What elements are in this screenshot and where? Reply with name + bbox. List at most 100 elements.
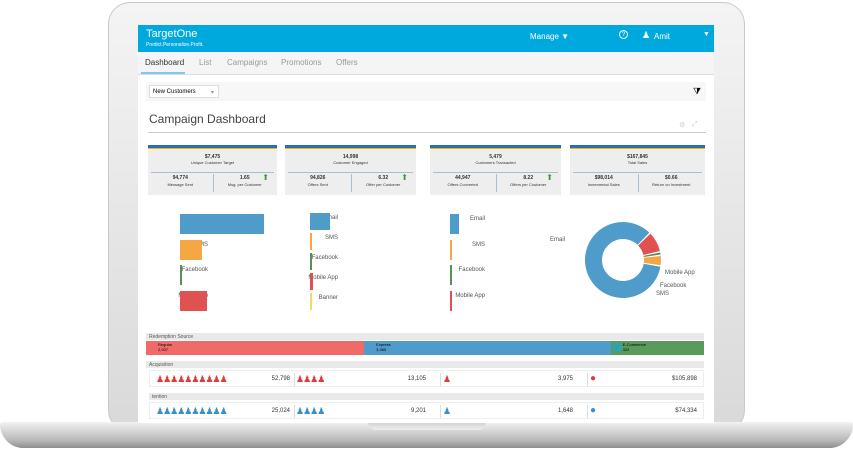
bar[interactable] [180, 265, 182, 285]
bar[interactable] [310, 273, 313, 290]
app-title: TargetOne [146, 28, 198, 40]
kpi-strip [148, 145, 277, 149]
kpi-left-label: Incremental Sales [587, 182, 620, 187]
bar[interactable] [450, 265, 452, 285]
kpi-left-value: 94,774 [172, 175, 188, 181]
bar[interactable] [450, 214, 459, 234]
bar[interactable] [180, 239, 202, 260]
metric-value: 52,798 [271, 376, 290, 382]
app-tagline: Predict.Personalize.Profit. [146, 42, 204, 48]
row-divider [294, 373, 295, 386]
retention-row: ♟♟♟♟♟♟♟♟♟♟ 25,024 ♟♟♟♟ 9,201 ♟ 1,648 ● $74,334 [149, 402, 704, 419]
tab-offers[interactable]: Offers [336, 58, 358, 67]
people-icon: ♟♟♟♟ [296, 406, 325, 416]
bar-label: Banner [318, 295, 338, 301]
kpi-card: 5,479 Customers Transacted 44,947 Offers Co… [430, 145, 561, 195]
active-tab-indicator [141, 72, 185, 74]
bar-label: Email [469, 216, 485, 222]
metric-value: 3,975 [557, 376, 573, 382]
kpi-left-label: Offers Converted [447, 182, 478, 187]
bar[interactable] [450, 239, 452, 260]
kpi-left-value: 94,826 [310, 175, 326, 181]
kpi-label: Unique Customer Target [190, 160, 235, 165]
metric-value: 13,105 [407, 376, 426, 382]
trend-up-arrow-icon: ⬆ [262, 173, 269, 182]
bar-label: Facebook [181, 267, 208, 273]
kpi-vdivider [350, 174, 352, 192]
tab-promotions[interactable]: Promotions [281, 58, 322, 67]
globe-icon: 🌐 [612, 343, 623, 352]
kpi-value: 5,479 [489, 154, 502, 160]
kpi-divider [288, 172, 413, 173]
user-name[interactable]: Amit [654, 32, 670, 41]
donut-label: Mobile App [665, 270, 695, 276]
bar[interactable] [310, 213, 330, 230]
nav-tabs: Dashboard List Campaigns Promotions Offe… [138, 52, 714, 75]
bar-label: Facebook [311, 255, 338, 261]
donut-slice[interactable] [643, 255, 661, 266]
kpi-vdivider [637, 174, 639, 192]
kpi-label: Total Sales [627, 160, 648, 165]
bar[interactable] [310, 233, 312, 250]
kpi-card: 14,998 Customer Engaged 94,826 Offers Sent 6… [285, 145, 416, 195]
laptop-notch [368, 422, 486, 430]
tab-list[interactable]: List [199, 58, 212, 67]
kpi-strip [285, 145, 416, 149]
donut-slice[interactable] [638, 233, 660, 256]
bar[interactable] [310, 293, 312, 310]
user-icon: ♟ [642, 30, 651, 40]
row-divider [440, 373, 441, 386]
manage-menu[interactable]: Manage ▼ [530, 32, 570, 41]
expand-icon[interactable]: ⤢ [692, 121, 698, 128]
people-icon: ♟ [443, 374, 451, 384]
redemption-bar: Regular 2,937 Express 3,365 🌐 E-Commerce 322 [146, 341, 704, 355]
money-bag-icon: ● [590, 405, 597, 416]
kpi-left-value: $98,014 [594, 175, 613, 181]
chevron-down-icon: ▾ [210, 90, 214, 96]
tab-dashboard[interactable]: Dashboard [145, 58, 185, 67]
kpi-divider [151, 172, 274, 173]
kpi-right-label: Return on Investment [652, 182, 691, 187]
row-divider [587, 405, 588, 418]
redemption-regular[interactable]: Regular 2,937 [146, 341, 365, 355]
kpi-strip [570, 145, 705, 149]
kpi-value: $167,845 [627, 154, 648, 160]
user-menu-chevron-icon[interactable]: ▼ [703, 31, 710, 38]
redemption-ecommerce[interactable]: 🌐 E-Commerce 322 [610, 341, 704, 355]
bar[interactable] [450, 290, 452, 311]
bar-label: SMS [471, 241, 485, 248]
kpi-right-label: Offer per Customer [366, 182, 401, 187]
donut-slice[interactable] [585, 222, 661, 298]
row-divider [294, 405, 295, 418]
retention-title: tention [149, 393, 704, 400]
metric-value: 9,201 [410, 408, 426, 414]
bar-label: Email [322, 215, 338, 221]
kpi-label: Customers Transacted [475, 160, 516, 165]
kpi-left-label: Offers Sent [307, 182, 328, 187]
segment-select[interactable]: New Customers ▾ [149, 85, 219, 98]
row-divider [587, 373, 588, 386]
kpi-right-label: Offers per Customer [510, 182, 547, 187]
kpi-right-value: $0.66 [664, 175, 678, 181]
people-icon: ♟♟♟♟♟♟♟♟♟♟ [156, 406, 228, 416]
filter-icon[interactable]: ⧩ [693, 86, 702, 96]
help-icon[interactable]: ? [619, 30, 628, 39]
bar[interactable] [180, 290, 207, 311]
bar[interactable] [180, 214, 264, 234]
bar[interactable] [310, 253, 312, 270]
redemption-express[interactable]: Express 3,365 [364, 341, 611, 355]
settings-icon[interactable]: ⚙ [679, 122, 686, 129]
filter-bar: New Customers ▾ ⧩ [146, 82, 706, 101]
people-icon: ♟♟♟♟♟♟♟♟♟♟ [156, 374, 228, 384]
kpi-divider [573, 172, 702, 173]
donut-label: SMS [656, 291, 670, 297]
app-screen: TargetOne Predict.Personalize.Profit. Ma… [138, 25, 714, 423]
donut-slice[interactable] [643, 252, 661, 257]
kpi-right-value: 8.22 [523, 175, 534, 181]
donut-chart [585, 222, 661, 298]
bar-label: Mobile App [455, 292, 485, 299]
kpi-divider [433, 172, 558, 173]
trend-up-arrow-icon: ⬆ [401, 173, 408, 182]
tab-campaigns[interactable]: Campaigns [227, 58, 268, 67]
kpi-card: $7,475 Unique Customer Target 94,774 Messag… [148, 145, 277, 195]
